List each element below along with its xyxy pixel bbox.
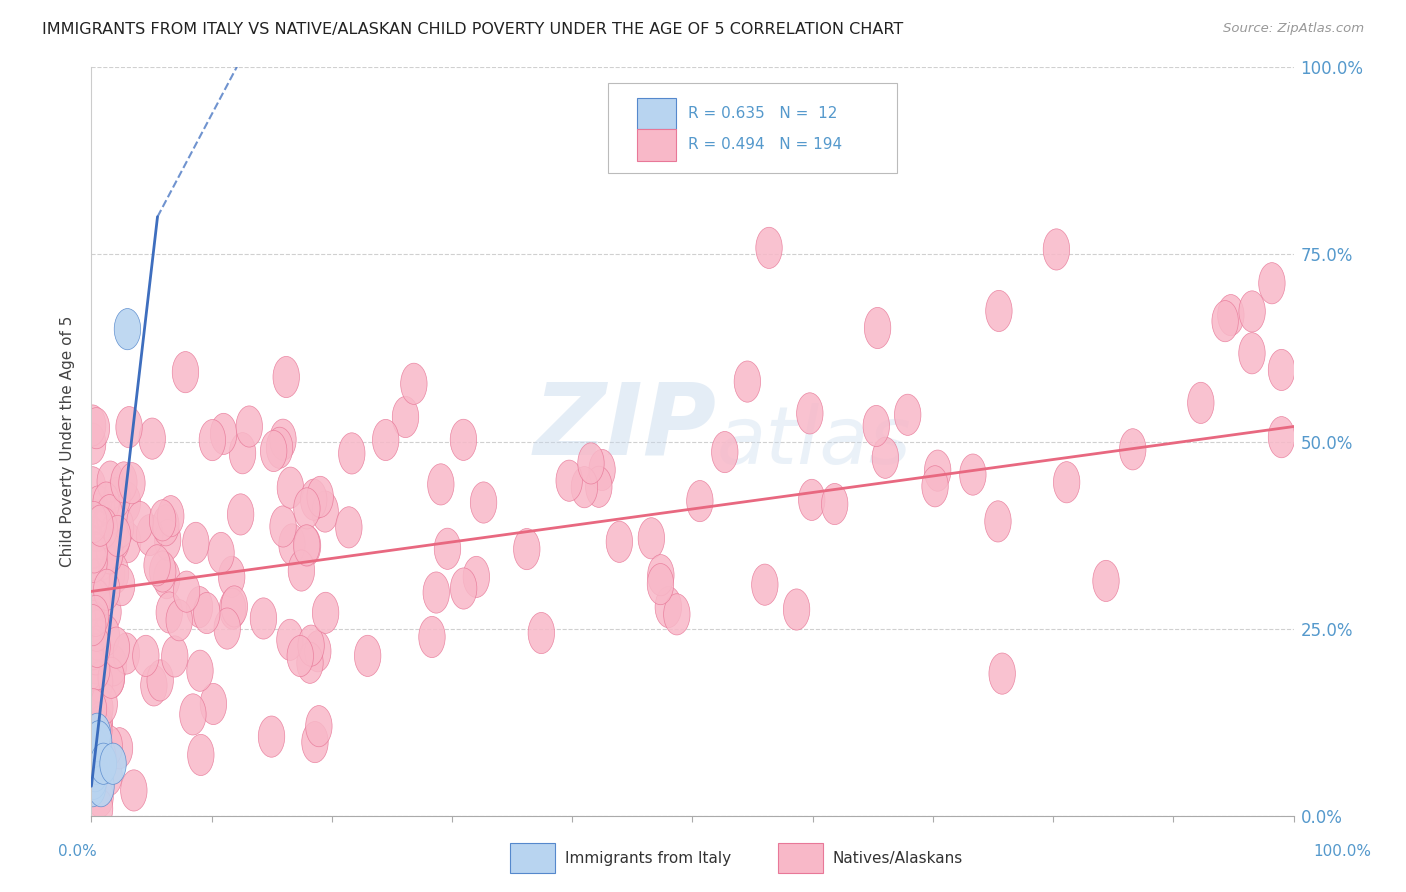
FancyBboxPatch shape: [637, 97, 676, 129]
Text: R = 0.494   N = 194: R = 0.494 N = 194: [688, 137, 842, 153]
Y-axis label: Child Poverty Under the Age of 5: Child Poverty Under the Age of 5: [60, 316, 76, 567]
Text: Source: ZipAtlas.com: Source: ZipAtlas.com: [1223, 22, 1364, 36]
Text: R = 0.635   N =  12: R = 0.635 N = 12: [688, 106, 837, 120]
Text: 0.0%: 0.0%: [58, 845, 97, 859]
FancyBboxPatch shape: [637, 129, 676, 161]
FancyBboxPatch shape: [609, 83, 897, 173]
Text: 100.0%: 100.0%: [1313, 845, 1372, 859]
Text: Natives/Alaskans: Natives/Alaskans: [832, 851, 963, 865]
Text: atlas: atlas: [717, 402, 911, 481]
Text: ZIP: ZIP: [533, 378, 717, 475]
Text: Immigrants from Italy: Immigrants from Italy: [565, 851, 731, 865]
Text: IMMIGRANTS FROM ITALY VS NATIVE/ALASKAN CHILD POVERTY UNDER THE AGE OF 5 CORRELA: IMMIGRANTS FROM ITALY VS NATIVE/ALASKAN …: [42, 22, 904, 37]
